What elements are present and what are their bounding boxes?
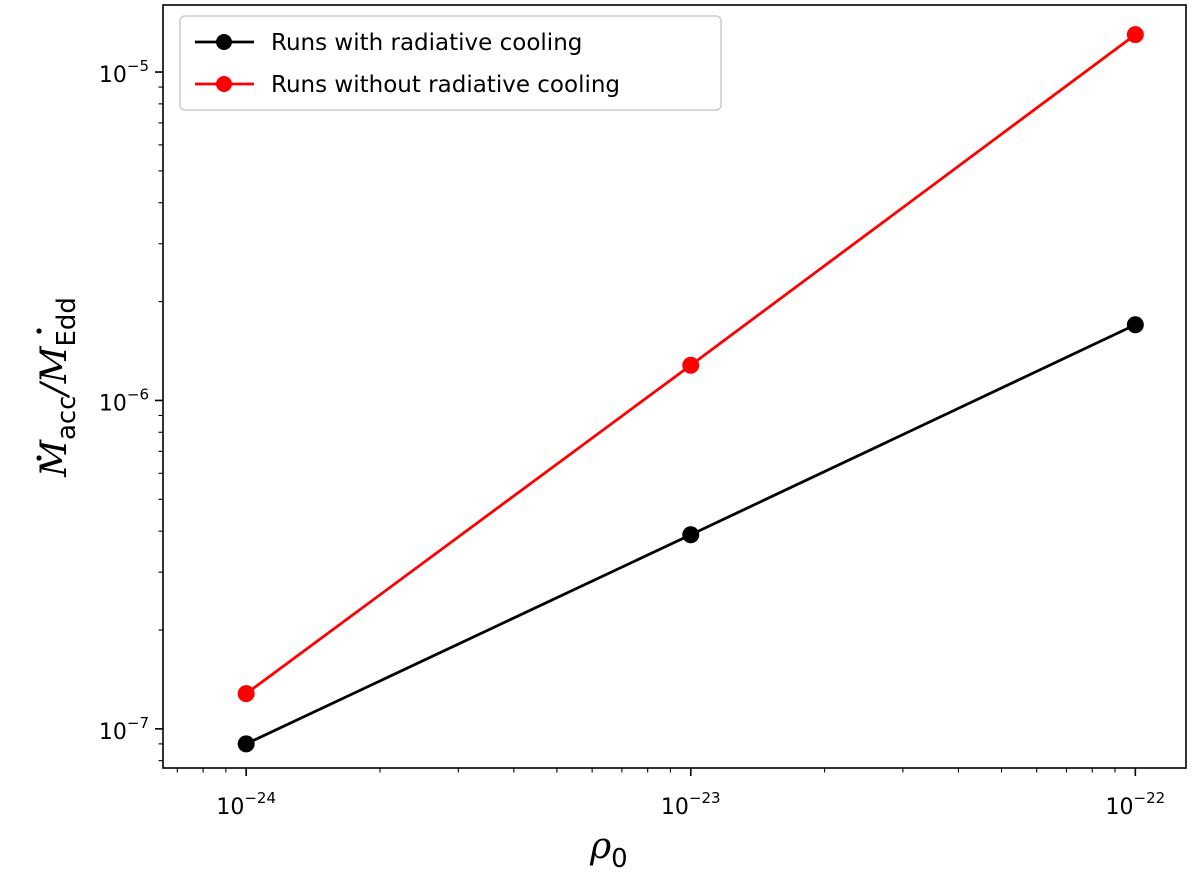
x-tick-base: 10: [661, 795, 689, 820]
legend-label-without-cooling: Runs without radiative cooling: [271, 72, 620, 98]
y-tick-base: 10: [99, 63, 127, 88]
x-axis-label: ρ0: [589, 826, 628, 874]
data-point-0-0: [237, 735, 255, 753]
y-label-num-sub: acc: [52, 396, 82, 441]
data-point-1-0: [237, 685, 255, 703]
y-label-den-dot: [36, 328, 42, 334]
data-point-0-2: [1126, 316, 1144, 334]
y-label-slash: /: [34, 380, 75, 399]
y-tick-base: 10: [99, 720, 127, 745]
x-tick-base: 10: [216, 795, 244, 820]
y-axis-label: Macc/MEdd: [34, 297, 82, 478]
x-tick-label: 10−22: [1106, 789, 1166, 820]
legend-entry-without-cooling: Runs without radiative cooling: [195, 72, 620, 98]
x-tick-base: 10: [1106, 795, 1134, 820]
x-tick-exp: −23: [689, 789, 721, 807]
x-tick-exp: −24: [244, 789, 276, 807]
data-point-0-1: [682, 526, 700, 544]
y-tick-label: 10−7: [99, 714, 149, 745]
x-tick-exp: −22: [1134, 789, 1166, 807]
legend-label-with-cooling: Runs with radiative cooling: [271, 30, 582, 56]
y-label-den: M: [34, 345, 75, 384]
y-label-den-sub: Edd: [52, 297, 82, 346]
legend-marker-without-cooling: [216, 76, 232, 92]
x-tick-label: 10−23: [661, 789, 721, 820]
y-tick-base: 10: [99, 391, 127, 416]
y-tick-exp: −5: [127, 57, 149, 75]
x-axis-label-base: ρ: [589, 826, 611, 867]
legend: Runs with radiative cooling Runs without…: [179, 15, 722, 111]
y-label-num-dot: [36, 455, 42, 461]
data-point-1-2: [1126, 26, 1144, 44]
legend-marker-with-cooling: [216, 34, 232, 50]
data-point-1-1: [682, 356, 700, 374]
y-tick-label: 10−5: [99, 57, 149, 88]
x-tick-label: 10−24: [216, 789, 276, 820]
x-axis-label-sub: 0: [611, 844, 628, 874]
series-layer: [237, 26, 1144, 753]
y-tick-exp: −6: [127, 385, 149, 403]
y-tick-label: 10−6: [99, 385, 149, 416]
legend-entry-with-cooling: Runs with radiative cooling: [195, 30, 582, 56]
plot-area: [162, 4, 1187, 769]
y-tick-exp: −7: [127, 714, 149, 732]
legend-frame: [179, 15, 722, 111]
svg-text:Macc/MEdd: Macc/MEdd: [34, 297, 82, 478]
